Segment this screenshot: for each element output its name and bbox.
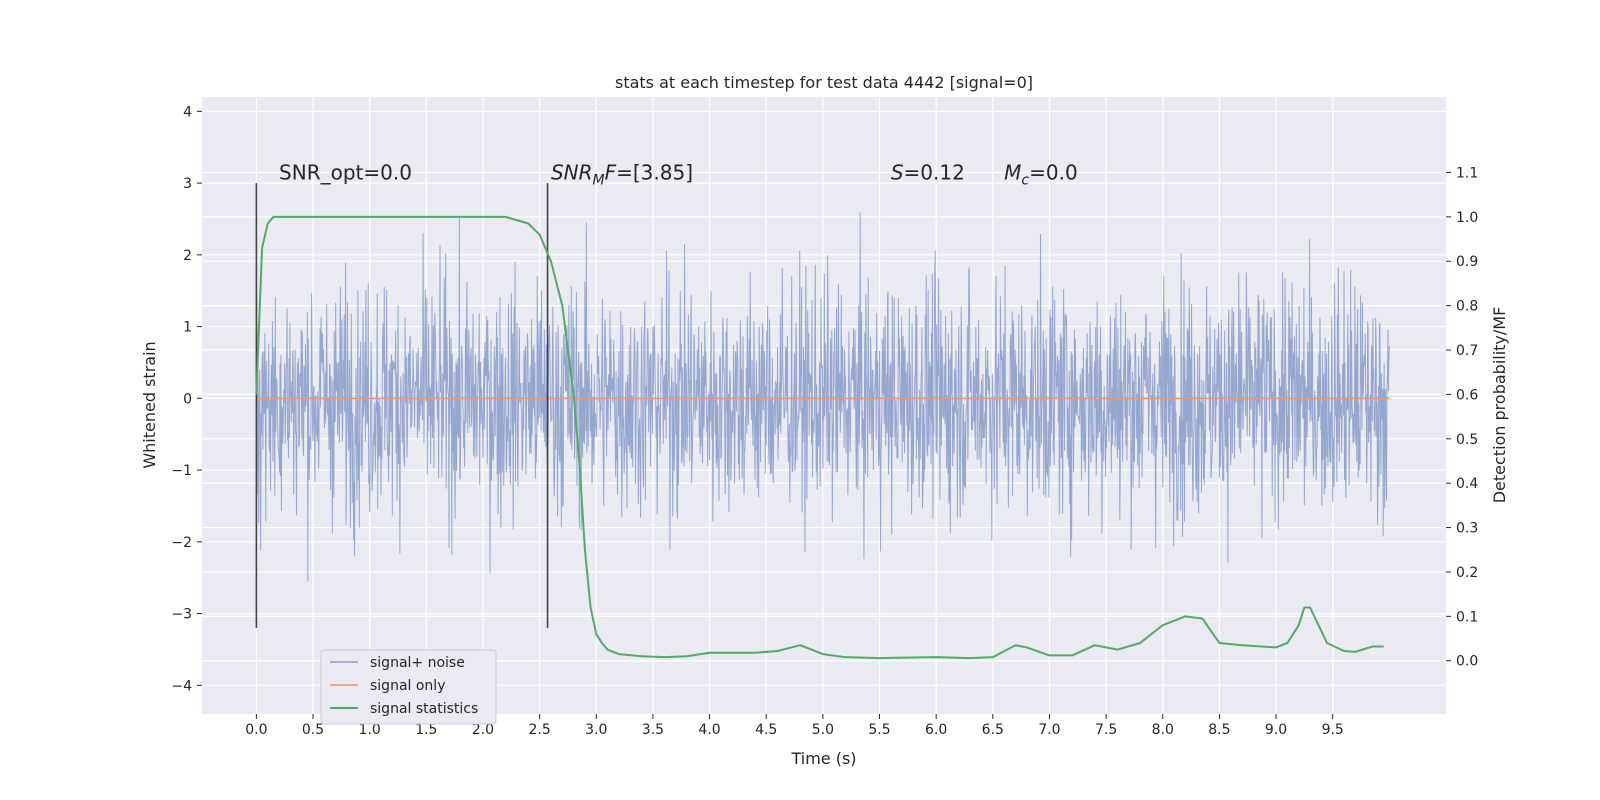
- y2-tick-label: 1.1: [1456, 165, 1478, 181]
- signal-statistics-line: [255, 215, 1384, 660]
- annotation-part: M: [593, 173, 605, 189]
- x-tick-label: 8.0: [1152, 722, 1174, 738]
- x-tick-label: 2.5: [528, 722, 550, 738]
- x-tick-label: 5.0: [812, 722, 834, 738]
- annotation-part: =[3.85]: [616, 161, 693, 185]
- y-tick-label: 2: [183, 248, 192, 264]
- annotation-part: F: [605, 161, 617, 185]
- y-axis-label: Whitened strain: [140, 341, 159, 468]
- x-tick-label: 1.0: [359, 722, 381, 738]
- y-axis-ticks: 4 3 2 1 0 −1 −2 −3 −4: [171, 104, 202, 694]
- annotation: Mc=0.0: [1004, 161, 1078, 189]
- y2-tick-label: 0.3: [1456, 521, 1478, 537]
- annotation: SNR_opt=0.0: [279, 161, 412, 185]
- y2-tick-label: 1.0: [1456, 210, 1478, 226]
- y-tick-label: −4: [171, 678, 192, 694]
- x-tick-label: 0.0: [245, 722, 267, 738]
- x-tick-label: 9.5: [1322, 722, 1344, 738]
- x-tick-label: 3.0: [585, 722, 607, 738]
- vertical-markers: [255, 183, 549, 628]
- chart-title: stats at each timestep for test data 444…: [615, 73, 1033, 92]
- y-tick-label: 0: [183, 391, 192, 407]
- noise-line: [255, 212, 1390, 582]
- y2-tick-label: 0.7: [1456, 343, 1478, 359]
- y2-tick-label: 0.0: [1456, 654, 1478, 670]
- annotation-part: c: [1021, 173, 1029, 189]
- x-tick-label: 7.5: [1095, 722, 1117, 738]
- annotation: SNRMF=[3.85]: [551, 161, 693, 189]
- annotation-part: =0.12: [904, 161, 965, 185]
- series-signal-statistics: [255, 215, 1384, 660]
- x-tick-label: 6.5: [982, 722, 1004, 738]
- series-signal-noise: [255, 212, 1390, 582]
- y-tick-label: 1: [183, 320, 192, 336]
- x-tick-label: 0.5: [302, 722, 324, 738]
- x-tick-label: 4.5: [755, 722, 777, 738]
- annotation-part: S: [891, 161, 904, 185]
- y2-tick-label: 0.9: [1456, 254, 1478, 270]
- x-tick-label: 8.5: [1208, 722, 1230, 738]
- legend-label: signal statistics: [370, 701, 478, 717]
- y2-tick-label: 0.1: [1456, 609, 1478, 625]
- y2-tick-label: 0.6: [1456, 387, 1478, 403]
- annotation: S=0.12: [891, 161, 965, 185]
- x-tick-label: 1.5: [415, 722, 437, 738]
- annotation-part: SNR_opt=0.0: [279, 161, 412, 185]
- legend: signal+ noise signal only signal statistic…: [320, 649, 497, 725]
- legend-label: signal only: [370, 678, 445, 694]
- x-tick-label: 9.0: [1265, 722, 1287, 738]
- y2-tick-label: 0.2: [1456, 565, 1478, 581]
- x-axis-ticks: 0.0 0.5 1.0 1.5 2.0 2.5 3.0 3.5 4.0 4.5 5.0 5.5 6.0 6…: [245, 714, 1344, 738]
- annotation-part: =0.0: [1029, 161, 1078, 185]
- y-tick-label: 3: [183, 176, 192, 192]
- x-tick-label: 5.5: [868, 722, 890, 738]
- annotation-part: M: [1004, 161, 1021, 185]
- y2-tick-label: 0.5: [1456, 432, 1478, 448]
- x-tick-label: 4.0: [698, 722, 720, 738]
- legend-box: [320, 649, 497, 725]
- annotation-part: SNR: [551, 161, 593, 185]
- x-tick-label: 7.0: [1038, 722, 1060, 738]
- x-axis-label: Time (s): [790, 749, 856, 768]
- x-tick-label: 3.5: [642, 722, 664, 738]
- y-tick-label: −1: [171, 463, 192, 479]
- annotations: SNR_opt=0.0 SNRMF=[3.85] S=0.12 Mc=0.0: [279, 161, 1078, 189]
- y2-tick-label: 0.8: [1456, 299, 1478, 315]
- y2-axis-ticks: 1.1 1.0 0.9 0.8 0.7 0.6 0.5 0.4 0.3 0.2 0.1 0.0: [1446, 165, 1478, 670]
- x-tick-label: 6.0: [925, 722, 947, 738]
- y-tick-label: −3: [171, 607, 192, 623]
- y-tick-label: 4: [183, 104, 192, 120]
- y-tick-label: −2: [171, 535, 192, 551]
- legend-label: signal+ noise: [370, 655, 465, 671]
- x-tick-label: 2.0: [472, 722, 494, 738]
- y2-axis-label: Detection probability/MF: [1490, 307, 1509, 504]
- y2-tick-label: 0.4: [1456, 476, 1478, 492]
